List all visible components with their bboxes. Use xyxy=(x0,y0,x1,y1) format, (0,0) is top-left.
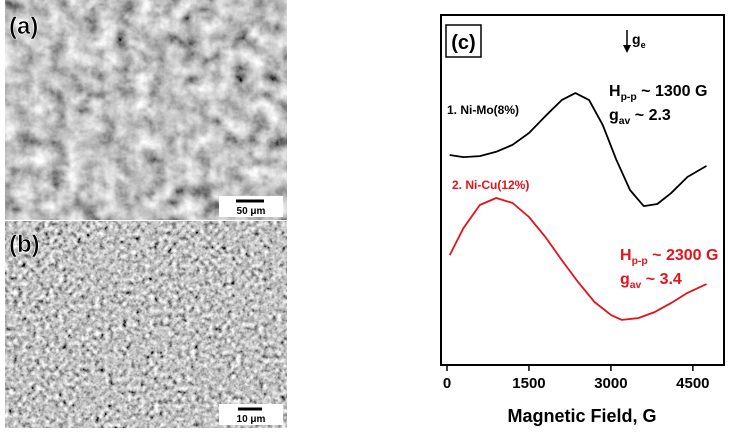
series-label: 2. Ni-Cu(12%) xyxy=(452,178,529,192)
annotation-subscript: p-p xyxy=(621,92,637,103)
x-tick-label: 4500 xyxy=(676,375,709,392)
scale-bar-label: 10 μm xyxy=(237,414,266,425)
annotation-text: g xyxy=(620,271,630,288)
scale-bar-label: 50 μm xyxy=(237,206,266,217)
scale-bar-box xyxy=(219,404,283,425)
sem-texture xyxy=(5,221,287,428)
x-tick-label: 3000 xyxy=(594,375,627,392)
series-label: 1. Ni-Mo(8%) xyxy=(447,103,519,117)
annotation-text: g xyxy=(609,107,619,124)
annotation: Hp-p ~ 2300 G xyxy=(620,247,718,267)
x-tick-label: 1500 xyxy=(512,375,545,392)
annotation-text: ~ 2.3 xyxy=(630,107,671,124)
annotation-text: ~ 2300 G xyxy=(648,247,719,264)
annotation: gav ~ 3.4 xyxy=(620,271,682,291)
annotation-text: H xyxy=(609,83,621,100)
plot-frame xyxy=(440,14,725,366)
series-line xyxy=(449,92,707,207)
panel-label: (b) xyxy=(9,231,40,258)
x-tick-label: 0 xyxy=(443,375,451,392)
annotation-subscript: p-p xyxy=(632,256,648,267)
annotation-text: H xyxy=(620,247,632,264)
annotation-text: ~ 3.4 xyxy=(641,271,682,288)
scale-bar-box xyxy=(219,196,283,217)
annotation: gav ~ 2.3 xyxy=(609,107,671,127)
annotation-subscript: av xyxy=(619,116,631,127)
annotation-subscript: av xyxy=(630,280,642,291)
annotation-text: g xyxy=(632,31,641,47)
panel-label-box xyxy=(445,24,482,58)
sem-texture xyxy=(5,0,287,220)
g-marker-arrowhead xyxy=(623,45,631,53)
annotation: ge xyxy=(632,31,646,50)
panel-label: (a) xyxy=(9,13,38,40)
annotation-text: ~ 1300 G xyxy=(637,83,708,100)
series-line xyxy=(448,197,707,321)
annotation: Hp-p ~ 1300 G xyxy=(609,83,707,103)
annotation-subscript: e xyxy=(641,40,646,50)
panel-label: (c) xyxy=(451,32,475,54)
x-axis-title: Magnetic Field, G xyxy=(507,406,656,426)
